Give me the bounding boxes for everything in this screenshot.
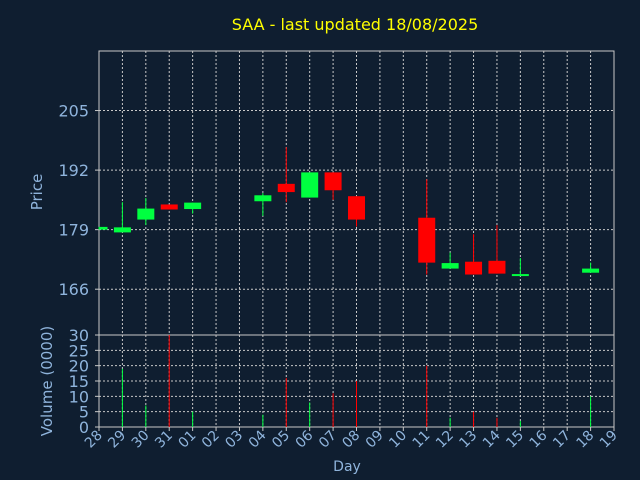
x-tick-label: 04	[246, 427, 270, 451]
x-tick-label: 09	[363, 428, 387, 452]
candle-body	[184, 202, 202, 210]
volume-y-tick-label: 20	[69, 357, 89, 376]
x-tick-label: 11	[410, 428, 434, 452]
price-y-ticks: 166 179 192 205	[58, 102, 99, 299]
volume-y-tick-label: 0	[79, 418, 89, 437]
candle-body	[254, 195, 272, 202]
x-tick-label: 17	[550, 428, 574, 452]
x-tick-label: 12	[433, 428, 457, 452]
x-tick-label: 06	[293, 427, 317, 451]
x-tick-label: 03	[222, 428, 246, 452]
volume-y-tick-label: 25	[69, 341, 89, 360]
x-tick-label: 08	[339, 428, 363, 452]
x-tick-label: 30	[129, 428, 153, 452]
x-tick-label: 14	[480, 427, 504, 451]
x-axis-ticks: 28 29 30 31 01 02 03 04 05 06 07 08 09 10 11 12 13 14 15 16…	[82, 427, 621, 451]
candles	[98, 147, 600, 277]
x-axis-label: Day	[333, 459, 361, 475]
candle-body	[348, 196, 365, 220]
volume-y-tick-label: 15	[69, 372, 89, 391]
x-tick-label: 01	[176, 428, 200, 452]
x-tick-label: 13	[456, 428, 480, 452]
candle-body	[582, 268, 600, 273]
price-y-tick-label: 166	[58, 280, 89, 299]
x-tick-label: 18	[573, 428, 597, 452]
x-tick-label: 16	[527, 427, 551, 451]
candle-body	[137, 208, 155, 220]
volume-y-tick-label: 10	[69, 387, 89, 406]
x-tick-label: 05	[269, 428, 293, 452]
chart-title: SAA - last updated 18/08/2025	[232, 15, 479, 34]
candle-body	[277, 183, 295, 193]
candle-body	[465, 261, 483, 275]
candle-body	[324, 172, 342, 191]
x-tick-label: 10	[386, 428, 410, 452]
candle-body	[418, 217, 436, 263]
candle-body	[99, 226, 108, 230]
price-axis-label: Price	[28, 174, 46, 211]
volume-bars	[121, 335, 592, 427]
candle-body	[113, 227, 131, 233]
price-panel: 166 179 192 205 Price	[28, 50, 615, 336]
candle-body	[488, 260, 506, 274]
x-tick-label: 07	[316, 428, 340, 452]
price-y-tick-label: 179	[58, 221, 89, 240]
candle-body	[511, 274, 529, 277]
x-tick-label: 15	[503, 428, 527, 452]
candle-body	[160, 204, 178, 210]
x-tick-label: 31	[152, 428, 176, 452]
volume-y-tick-label: 5	[79, 403, 89, 422]
x-tick-label: 02	[199, 428, 223, 452]
x-tick-label: 29	[105, 428, 129, 452]
price-y-tick-label: 205	[58, 102, 89, 121]
x-tick-label: 19	[597, 428, 621, 452]
price-grid	[99, 51, 614, 335]
price-y-tick-label: 192	[58, 161, 89, 180]
candle-body	[441, 263, 459, 269]
volume-axis-label: Volume (0000)	[38, 326, 56, 436]
volume-y-tick-label: 30	[69, 326, 89, 345]
candle-body	[301, 172, 319, 198]
